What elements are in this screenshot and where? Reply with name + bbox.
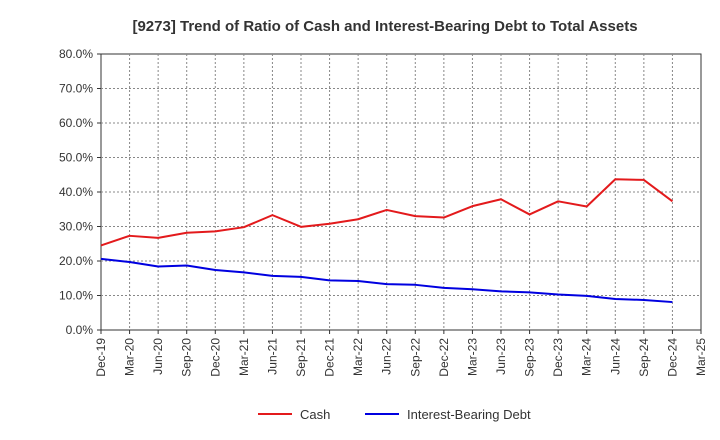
grid — [101, 54, 701, 330]
series-lines — [100, 178, 674, 304]
y-tick-label: 60.0% — [59, 116, 93, 130]
x-tick-label: Sep-20 — [180, 338, 194, 377]
x-tick-label: Mar-25 — [694, 338, 708, 376]
x-tick-label: Sep-22 — [408, 338, 422, 377]
x-tick-label: Jun-21 — [265, 338, 279, 375]
y-tick-label: 0.0% — [66, 323, 94, 337]
series-line-interest-bearing-debt — [100, 257, 673, 304]
x-tick-label: Dec-20 — [208, 338, 222, 377]
y-tick-label: 40.0% — [59, 185, 93, 199]
y-axis: 0.0% 10.0% 20.0% 30.0% 40.0% 50.0% 60.0% 70.0% 8… — [59, 47, 101, 337]
x-tick-label: Dec-19 — [94, 338, 108, 377]
x-tick-label: Dec-24 — [665, 338, 679, 377]
legend-label: Interest-Bearing Debt — [407, 407, 531, 422]
x-tick-label: Jun-20 — [151, 338, 165, 375]
x-tick-label: Mar-20 — [123, 338, 137, 376]
x-tick-label: Mar-22 — [351, 338, 365, 376]
y-tick-label: 10.0% — [59, 289, 93, 303]
x-tick-label: Jun-23 — [494, 338, 508, 375]
x-tick-label: Sep-23 — [523, 338, 537, 377]
x-tick-label: Mar-21 — [237, 338, 251, 376]
chart-title: [9273] Trend of Ratio of Cash and Intere… — [132, 18, 637, 35]
y-tick-label: 50.0% — [59, 151, 93, 165]
x-tick-label: Sep-24 — [637, 338, 651, 377]
legend: Cash Interest-Bearing Debt — [258, 407, 531, 422]
series-line-cash — [100, 178, 674, 247]
x-tick-label: Sep-21 — [294, 338, 308, 377]
x-axis: Dec-19 Mar-20 Jun-20 Sep-20 Dec-20 Mar-21 Jun-… — [94, 330, 708, 377]
y-tick-label: 20.0% — [59, 254, 93, 268]
x-tick-label: Mar-24 — [580, 338, 594, 376]
x-tick-label: Jun-22 — [380, 338, 394, 375]
legend-label: Cash — [300, 407, 330, 422]
x-tick-label: Dec-22 — [437, 338, 451, 377]
y-tick-label: 70.0% — [59, 82, 93, 96]
x-tick-label: Mar-23 — [465, 338, 479, 376]
x-tick-label: Dec-23 — [551, 338, 565, 377]
x-tick-label: Dec-21 — [323, 338, 337, 377]
y-tick-label: 80.0% — [59, 47, 93, 61]
y-tick-label: 30.0% — [59, 220, 93, 234]
x-tick-label: Jun-24 — [608, 338, 622, 375]
